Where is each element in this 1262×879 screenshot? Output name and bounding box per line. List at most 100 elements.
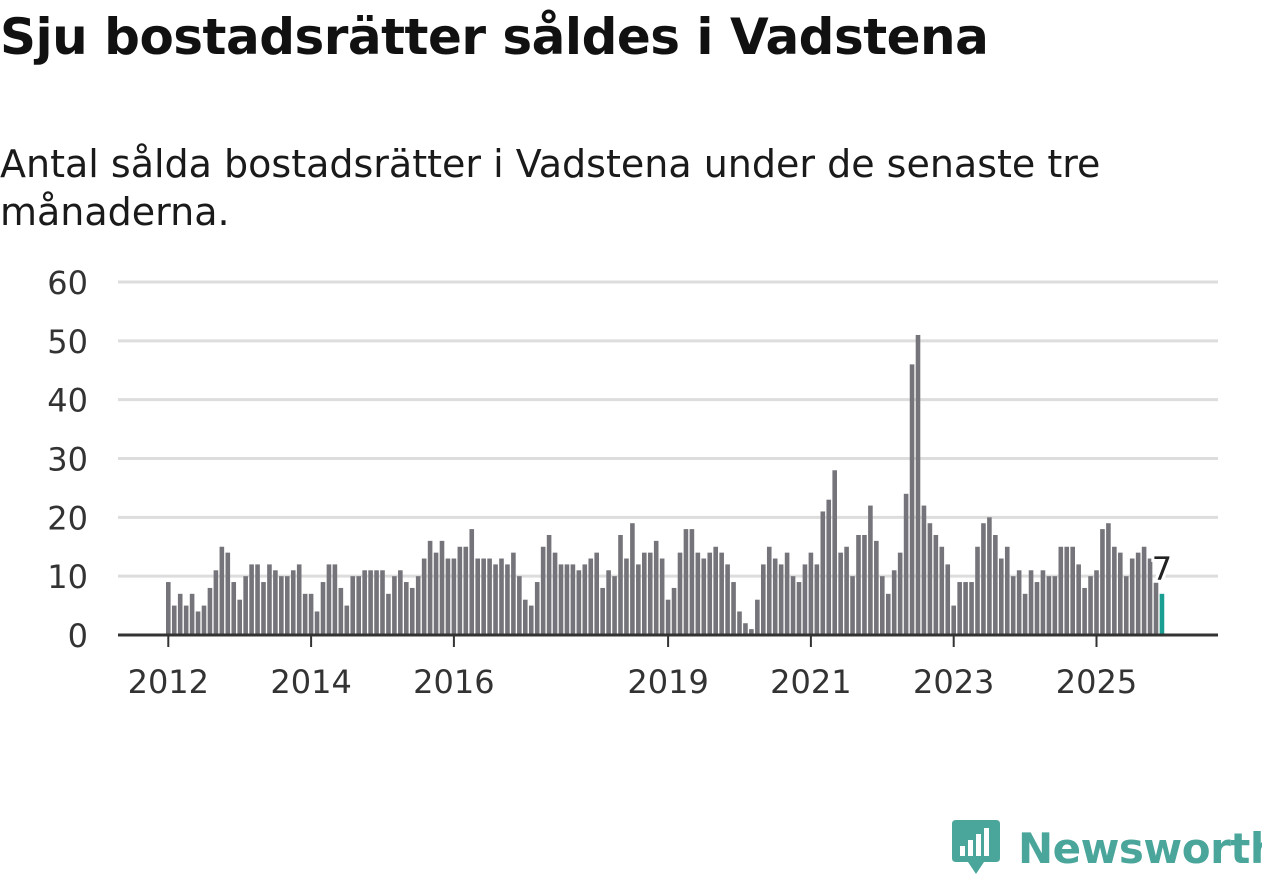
- bar: [963, 582, 968, 635]
- bar: [290, 570, 296, 635]
- bar: [463, 546, 469, 635]
- bar: [451, 558, 457, 635]
- bar: [975, 546, 980, 635]
- y-tick-label: 10: [47, 558, 88, 596]
- bar: [945, 564, 951, 635]
- bar: [267, 564, 272, 635]
- bar: [624, 558, 629, 635]
- bar: [659, 558, 665, 635]
- bar: [808, 552, 814, 635]
- bar: [1004, 546, 1010, 635]
- annotations: 7: [1149, 547, 1175, 591]
- bar: [386, 593, 391, 635]
- bar: [850, 576, 855, 635]
- x-tick-label: 2021: [770, 663, 851, 701]
- bar: [832, 470, 837, 635]
- bar: [296, 564, 302, 635]
- bar: [677, 552, 683, 635]
- bar: [398, 570, 403, 635]
- bar: [1094, 570, 1099, 635]
- bar: [1046, 576, 1052, 635]
- chart-subtitle: Antal sålda bostadsrätter i Vadstena und…: [0, 142, 1101, 234]
- bar: [897, 552, 903, 635]
- bar: [427, 540, 433, 635]
- bar: [350, 576, 356, 635]
- bar: [195, 611, 201, 635]
- bar: [344, 605, 350, 635]
- bar: [1034, 582, 1040, 635]
- y-axis-labels: 0 10 20 30 40 50 60: [47, 264, 88, 655]
- bar: [820, 511, 826, 635]
- bar: [856, 534, 861, 635]
- bar: [612, 576, 617, 635]
- bar: [1064, 546, 1070, 635]
- y-tick-label: 0: [68, 617, 88, 655]
- bar: [844, 546, 849, 635]
- bar: [743, 623, 748, 635]
- bar: [213, 570, 219, 635]
- bar: [951, 605, 956, 635]
- bar: [737, 611, 742, 635]
- bar: [755, 599, 760, 635]
- bar: [249, 564, 254, 635]
- bar: [237, 599, 242, 635]
- bar: [868, 505, 873, 635]
- bar: [874, 540, 879, 635]
- bar: [582, 564, 588, 635]
- bar: [1058, 546, 1064, 635]
- bar: [457, 546, 463, 635]
- bar: [1070, 546, 1075, 635]
- bar: [725, 564, 730, 635]
- bar: [219, 546, 225, 635]
- bar: [368, 570, 373, 635]
- bar: [1088, 576, 1093, 635]
- bar: [1016, 570, 1022, 635]
- bar: [380, 570, 385, 635]
- bar: [243, 576, 248, 635]
- bar: [719, 552, 724, 635]
- bar: [903, 493, 909, 635]
- bar: [356, 576, 361, 635]
- bar: [761, 564, 766, 635]
- bar: [523, 599, 528, 635]
- y-tick-label: 60: [47, 264, 88, 302]
- bar: [576, 570, 582, 635]
- x-tick-label: 2012: [128, 663, 209, 701]
- newsworthy-logo-icon: [952, 820, 1000, 874]
- brand-name: Newsworthy: [1018, 823, 1262, 873]
- bar: [891, 570, 897, 635]
- bar: [421, 558, 427, 635]
- bar: [546, 534, 552, 635]
- bar: [499, 558, 504, 635]
- bar: [558, 564, 564, 635]
- bar: [534, 582, 540, 635]
- bar: [790, 576, 796, 635]
- bar: [320, 582, 326, 635]
- bar: [540, 546, 546, 635]
- bar: [689, 529, 695, 635]
- bar: [314, 611, 320, 635]
- bar: [921, 505, 927, 635]
- y-tick-label: 30: [47, 441, 88, 479]
- bar: [630, 523, 635, 635]
- bar: [683, 529, 689, 635]
- bar: [362, 570, 367, 635]
- bar: [225, 552, 231, 635]
- bar: [1135, 552, 1141, 635]
- gridlines: [118, 280, 1218, 578]
- bar: [933, 534, 939, 635]
- newsworthy-logo[interactable]: Newsworthy: [950, 818, 1262, 878]
- bar: [564, 564, 570, 635]
- bar: [1153, 582, 1159, 635]
- bar: [493, 564, 498, 635]
- bar: [415, 576, 421, 635]
- bar: [713, 546, 718, 635]
- bar: [731, 582, 736, 635]
- bar: [570, 564, 576, 635]
- bar: [475, 558, 480, 635]
- bar: [261, 582, 266, 635]
- bar: [784, 552, 790, 635]
- bar: [594, 552, 599, 635]
- bar: [707, 552, 713, 635]
